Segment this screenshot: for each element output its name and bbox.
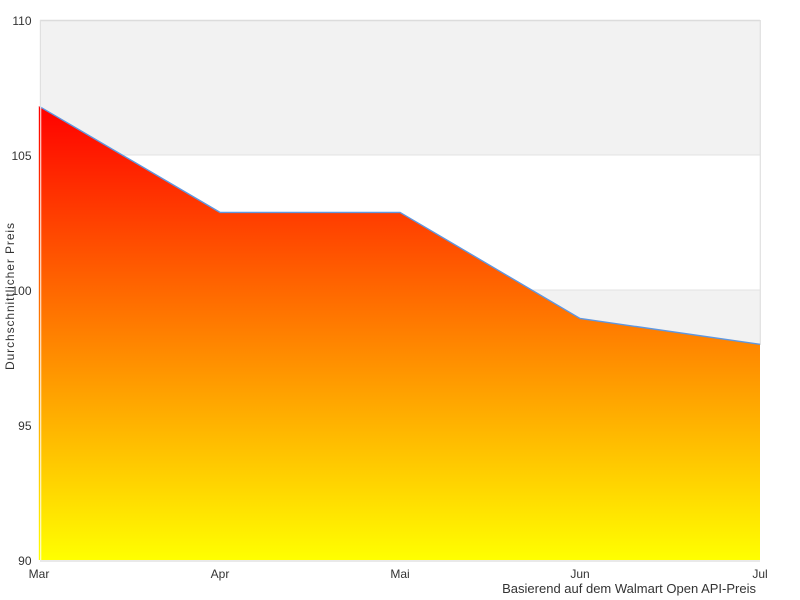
svg-text:Mar: Mar bbox=[29, 567, 50, 581]
svg-text:Apr: Apr bbox=[211, 567, 230, 581]
svg-text:Jul: Jul bbox=[752, 567, 767, 581]
svg-text:Durchschnittlicher Preis: Durchschnittlicher Preis bbox=[3, 223, 17, 370]
svg-text:100: 100 bbox=[11, 284, 31, 298]
svg-text:110: 110 bbox=[12, 14, 31, 28]
svg-text:105: 105 bbox=[11, 149, 31, 163]
svg-text:Mai: Mai bbox=[390, 567, 409, 581]
svg-text:90: 90 bbox=[18, 554, 32, 568]
svg-text:95: 95 bbox=[18, 419, 32, 433]
svg-text:Jun: Jun bbox=[570, 567, 589, 581]
svg-text:Basierend auf dem Walmart Open: Basierend auf dem Walmart Open API-Preis bbox=[502, 581, 756, 596]
